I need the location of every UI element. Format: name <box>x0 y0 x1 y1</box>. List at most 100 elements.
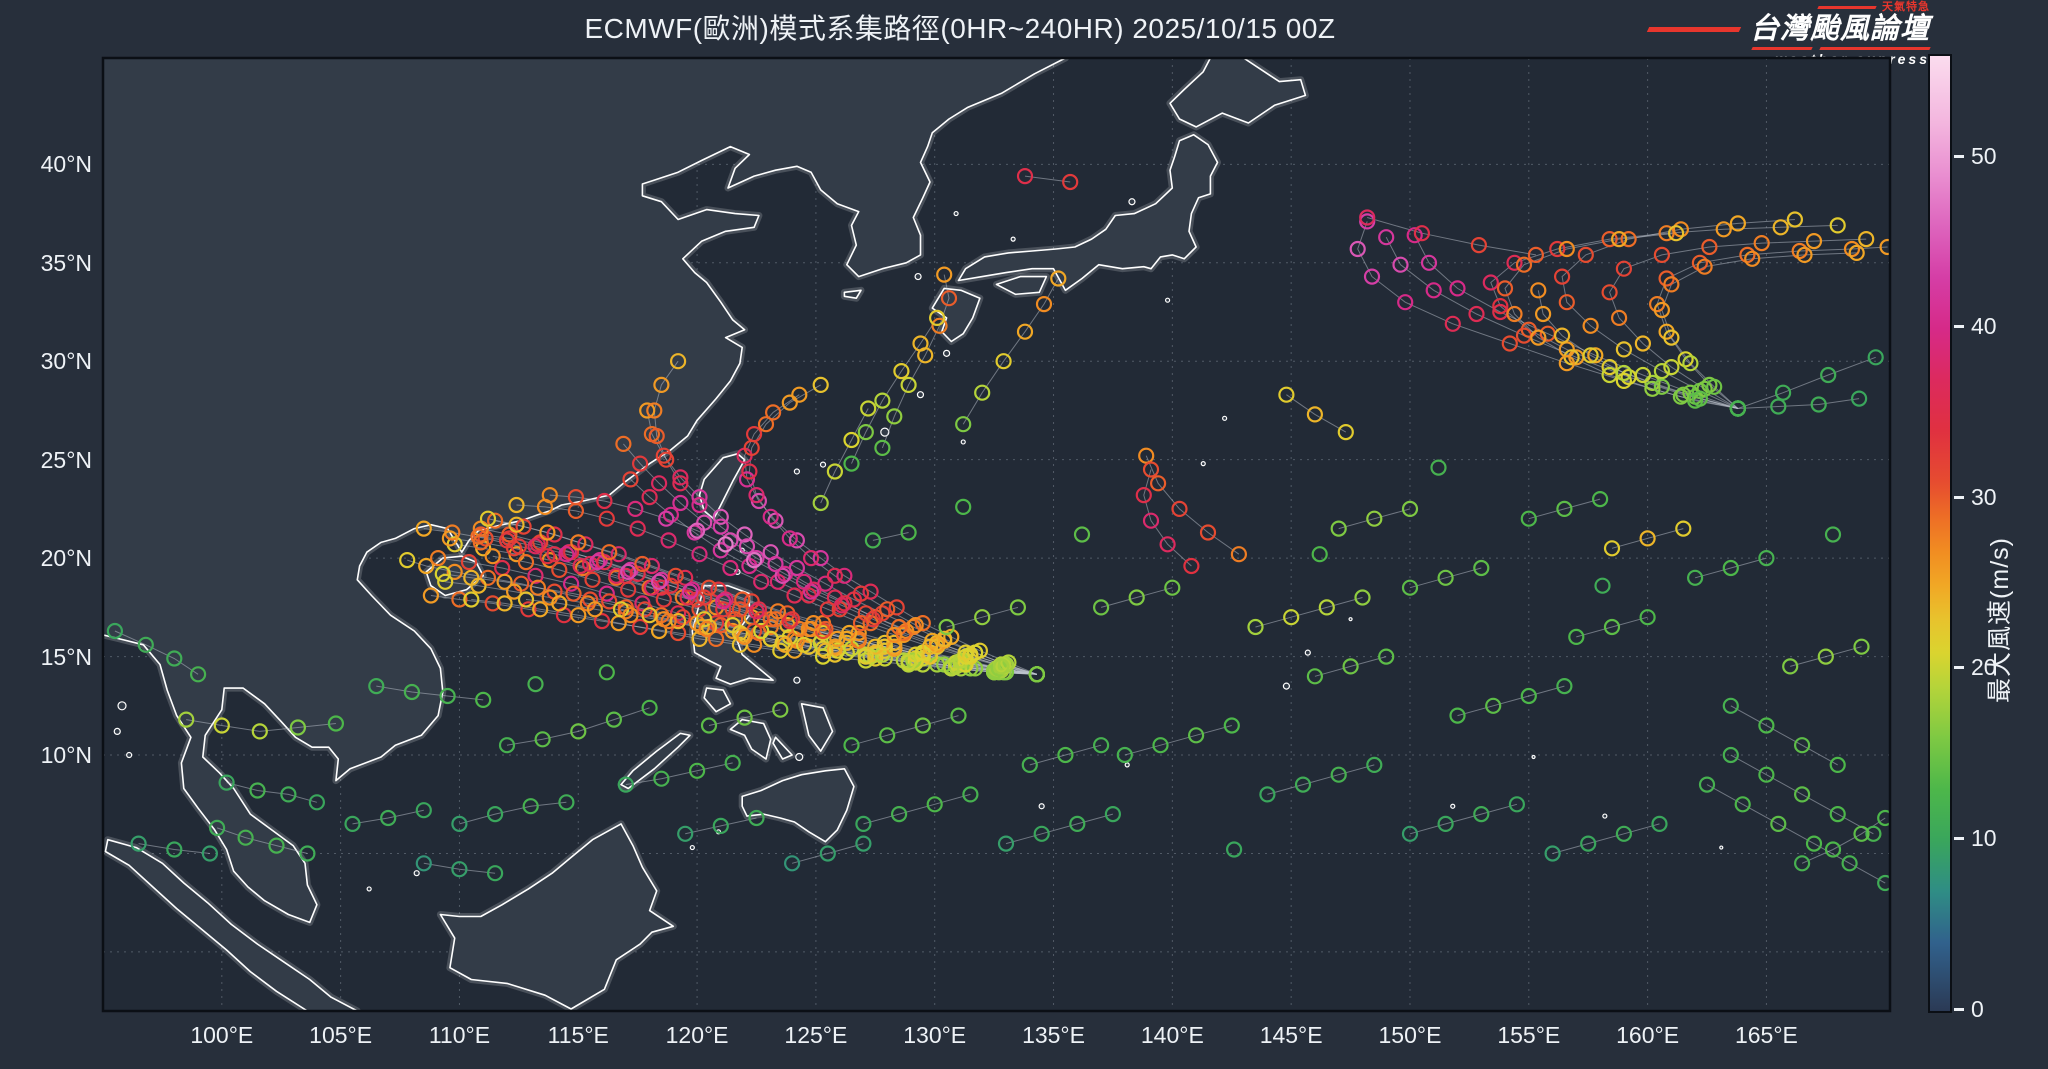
track-point <box>750 601 768 618</box>
track-point <box>1492 298 1509 315</box>
island <box>914 272 922 281</box>
track-point <box>655 591 672 608</box>
track-point <box>936 266 953 283</box>
track-point <box>190 666 207 683</box>
track-point <box>940 290 958 307</box>
track-point <box>1879 238 1890 256</box>
track-point <box>1187 727 1205 744</box>
track-line <box>376 685 484 701</box>
track-point <box>717 536 734 553</box>
island <box>1200 461 1206 467</box>
track-point <box>622 607 639 624</box>
landmass <box>843 289 862 299</box>
track-point <box>1016 323 1034 340</box>
track-point <box>532 601 549 618</box>
track-point <box>641 699 658 716</box>
track-point <box>201 845 218 862</box>
track-point <box>841 624 858 642</box>
track-line <box>1367 217 1536 256</box>
track-point <box>1753 235 1770 252</box>
track-point <box>1772 219 1789 236</box>
track-point <box>572 557 589 575</box>
colorbar-tick-mark <box>1954 325 1964 329</box>
track-point <box>1686 569 1704 586</box>
track-line <box>1457 685 1565 717</box>
colorbar-tick-value: 0 <box>1971 995 1984 1022</box>
track-point <box>748 809 765 827</box>
track-point <box>527 538 544 555</box>
track-line <box>352 809 424 825</box>
colorbar-tick-mark <box>1954 154 1964 158</box>
track-point <box>669 605 687 622</box>
track-point <box>1774 384 1792 401</box>
track-point <box>802 549 820 567</box>
track-point <box>1601 231 1618 248</box>
track-line <box>851 317 938 464</box>
colorbar-tick-value: 30 <box>1971 483 1997 510</box>
track-point <box>1468 305 1485 323</box>
track-point <box>1843 240 1861 258</box>
track-point <box>653 770 670 787</box>
track-point <box>907 616 924 634</box>
track-point <box>1397 294 1414 311</box>
track-point <box>1805 835 1823 852</box>
x-tick-label: 155°E <box>1497 1022 1561 1048</box>
track-point <box>1615 260 1633 277</box>
track-point <box>598 585 615 602</box>
track-point <box>717 591 734 608</box>
track-point <box>479 569 497 586</box>
island <box>1282 682 1291 690</box>
track-point <box>890 618 908 636</box>
track-point <box>748 549 765 567</box>
track-point <box>534 731 551 748</box>
track-point <box>280 786 297 803</box>
track-line <box>1414 234 1739 409</box>
track-point <box>1829 756 1846 774</box>
track-point <box>1691 254 1709 271</box>
track-point <box>487 512 504 529</box>
track-point <box>1247 618 1264 636</box>
island <box>819 461 827 468</box>
track-point <box>879 727 896 744</box>
track-point <box>1580 835 1597 852</box>
track-point <box>508 516 525 533</box>
track-line <box>1005 813 1114 845</box>
track-point <box>1401 579 1419 596</box>
track-points <box>106 168 1890 892</box>
track-point <box>470 528 487 545</box>
track-point <box>589 553 606 571</box>
track-point <box>1223 717 1240 734</box>
track-point <box>327 715 344 732</box>
y-tick-label: 10°N <box>40 742 92 769</box>
track-point <box>753 573 770 590</box>
track-point <box>1558 355 1575 372</box>
track-point <box>914 717 931 734</box>
track-point <box>1615 364 1633 382</box>
island <box>916 391 925 399</box>
landmass <box>995 275 1048 296</box>
track-point <box>876 634 893 651</box>
track-point <box>1230 546 1248 563</box>
track-point <box>463 569 480 586</box>
track-point <box>650 475 668 492</box>
track-point <box>1171 500 1188 517</box>
track-point <box>966 644 984 661</box>
track-point <box>1829 805 1846 823</box>
track-point <box>415 520 432 537</box>
track-point <box>1758 549 1775 567</box>
track-point <box>745 551 763 569</box>
track-point <box>1770 815 1787 833</box>
island <box>366 886 372 892</box>
track-point <box>791 386 808 403</box>
track-point <box>1603 540 1621 557</box>
track-point <box>479 510 497 527</box>
track-point <box>691 496 708 514</box>
track-point <box>539 524 556 541</box>
track-point <box>860 400 877 417</box>
track-point <box>886 626 903 644</box>
track-point <box>928 309 946 326</box>
track-point <box>1149 475 1167 492</box>
track-point <box>605 711 623 728</box>
track-point <box>795 636 813 653</box>
track-point <box>691 489 708 506</box>
